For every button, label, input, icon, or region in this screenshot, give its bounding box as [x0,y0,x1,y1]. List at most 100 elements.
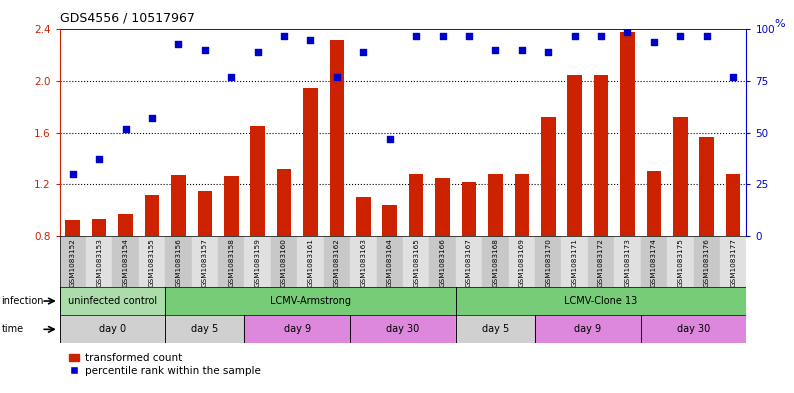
Bar [403,236,430,287]
Bar [118,214,133,236]
Bar [615,236,641,287]
Text: GSM1083176: GSM1083176 [703,238,710,287]
Point [542,49,554,55]
Bar [86,236,113,287]
Text: GSM1083171: GSM1083171 [572,238,578,287]
Bar [113,236,139,287]
Point [727,74,739,80]
Point [357,49,370,55]
Bar [356,197,371,236]
Text: GSM1083158: GSM1083158 [228,238,234,287]
Bar [535,315,641,343]
Point [172,41,185,47]
Bar [456,315,535,343]
Text: GSM1083155: GSM1083155 [149,238,155,287]
Point [67,171,79,177]
Point [304,37,317,43]
Bar [641,315,746,343]
Text: GSM1083168: GSM1083168 [492,238,499,287]
Bar [594,75,608,236]
Bar [65,220,80,236]
Text: time: time [2,324,24,334]
Bar [224,176,238,236]
Bar [92,219,106,236]
Point [436,33,449,39]
Text: day 9: day 9 [574,324,601,334]
Bar [350,236,376,287]
Point [700,33,713,39]
Text: GSM1083173: GSM1083173 [625,238,630,287]
Bar [297,236,324,287]
Bar [561,236,588,287]
Bar [641,236,667,287]
Text: GSM1083156: GSM1083156 [175,238,181,287]
Text: day 5: day 5 [482,324,509,334]
Bar [60,236,86,287]
Text: LCMV-Armstrong: LCMV-Armstrong [270,296,351,306]
Bar [541,117,556,236]
Text: GSM1083177: GSM1083177 [730,238,736,287]
Bar [172,175,186,236]
Bar [250,126,265,236]
Bar [482,236,509,287]
Text: infection: infection [2,296,44,306]
Bar [165,287,456,315]
Text: GSM1083169: GSM1083169 [518,238,525,287]
Bar [720,236,746,287]
Point [410,33,422,39]
Text: GSM1083164: GSM1083164 [387,238,393,287]
Bar [620,32,634,236]
Bar [60,287,165,315]
Text: GSM1083170: GSM1083170 [545,238,551,287]
Bar [245,315,350,343]
Bar [165,315,245,343]
Text: GSM1083154: GSM1083154 [122,238,129,287]
Bar [303,88,318,236]
Point [119,125,132,132]
Bar [726,174,741,236]
Bar [330,40,344,236]
Text: GSM1083163: GSM1083163 [360,238,366,287]
Bar [535,236,561,287]
Point [674,33,687,39]
Bar [383,205,397,236]
Bar [456,287,746,315]
Text: GSM1083165: GSM1083165 [413,238,419,287]
Bar [165,236,191,287]
Point [515,47,528,53]
Point [225,74,237,80]
Text: LCMV-Clone 13: LCMV-Clone 13 [565,296,638,306]
Text: GSM1083166: GSM1083166 [440,238,445,287]
Bar [376,236,403,287]
Bar [568,75,582,236]
Bar [700,136,714,236]
Bar [456,236,482,287]
Bar [667,236,693,287]
Bar [60,315,165,343]
Text: uninfected control: uninfected control [67,296,157,306]
Bar [139,236,165,287]
Text: %: % [775,20,785,29]
Point [648,39,661,45]
Legend: transformed count, percentile rank within the sample: transformed count, percentile rank withi… [65,349,264,380]
Text: GSM1083175: GSM1083175 [677,238,684,287]
Bar [145,195,160,236]
Bar [245,236,271,287]
Point [569,33,581,39]
Bar [488,174,503,236]
Point [145,115,158,121]
Point [463,33,476,39]
Point [489,47,502,53]
Bar [693,236,720,287]
Point [278,33,291,39]
Text: day 9: day 9 [283,324,311,334]
Text: GSM1083174: GSM1083174 [651,238,657,287]
Text: GDS4556 / 10517967: GDS4556 / 10517967 [60,12,195,25]
Text: GSM1083161: GSM1083161 [307,238,314,287]
Bar [350,315,456,343]
Text: GSM1083152: GSM1083152 [70,238,75,287]
Bar [191,236,218,287]
Point [93,156,106,163]
Point [621,28,634,35]
Bar [277,169,291,236]
